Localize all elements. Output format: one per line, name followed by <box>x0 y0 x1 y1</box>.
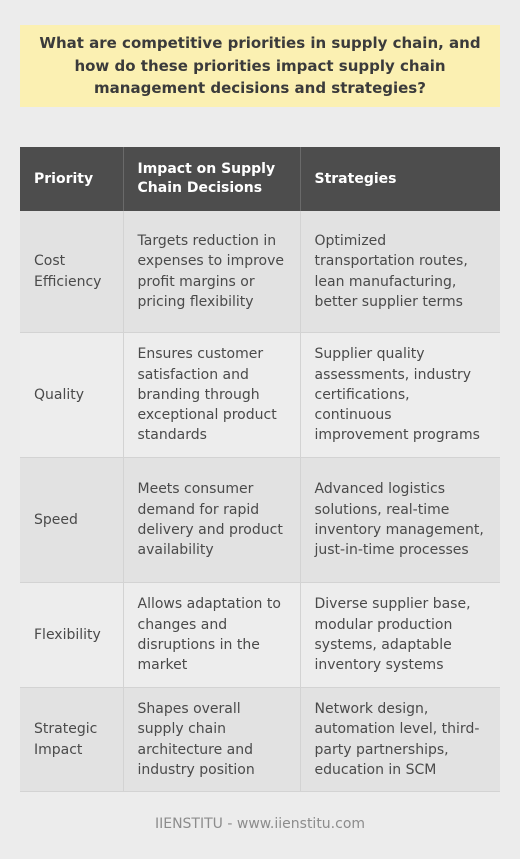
priorities-table: Priority Impact on Supply Chain Decision… <box>20 147 500 792</box>
cell-strategies: Optimized transportation routes, lean ma… <box>300 211 500 333</box>
cell-priority: Strategic Impact <box>20 687 124 792</box>
cell-priority: Flexibility <box>20 582 124 688</box>
cell-strategies: Diverse supplier base, modular productio… <box>300 582 500 688</box>
table-row: Strategic Impact Shapes overall supply c… <box>20 687 500 792</box>
cell-priority: Quality <box>20 332 124 458</box>
table-header-row: Priority Impact on Supply Chain Decision… <box>20 147 500 211</box>
cell-strategies: Network design, automation level, third-… <box>300 687 500 792</box>
table-row: Flexibility Allows adaptation to changes… <box>20 582 500 688</box>
header-impact: Impact on Supply Chain Decisions <box>123 147 301 211</box>
table-row: Quality Ensures customer satisfaction an… <box>20 332 500 458</box>
title-banner: What are competitive priorities in suppl… <box>20 25 500 107</box>
header-strategies: Strategies <box>300 147 500 211</box>
table-row: Speed Meets consumer demand for rapid de… <box>20 457 500 583</box>
cell-strategies: Advanced logistics solutions, real-time … <box>300 457 500 583</box>
cell-impact: Targets reduction in expenses to improve… <box>123 211 301 333</box>
cell-strategies: Supplier quality assessments, industry c… <box>300 332 500 458</box>
header-priority: Priority <box>20 147 124 211</box>
cell-impact: Allows adaptation to changes and disrupt… <box>123 582 301 688</box>
cell-priority: Speed <box>20 457 124 583</box>
cell-impact: Shapes overall supply chain architecture… <box>123 687 301 792</box>
table-row: Cost Efficiency Targets reduction in exp… <box>20 211 500 333</box>
cell-impact: Meets consumer demand for rapid delivery… <box>123 457 301 583</box>
cell-impact: Ensures customer satisfaction and brandi… <box>123 332 301 458</box>
page-title: What are competitive priorities in suppl… <box>39 34 481 98</box>
footer-credit: IIENSTITU - www.iienstitu.com <box>154 816 366 832</box>
cell-priority: Cost Efficiency <box>20 211 124 333</box>
